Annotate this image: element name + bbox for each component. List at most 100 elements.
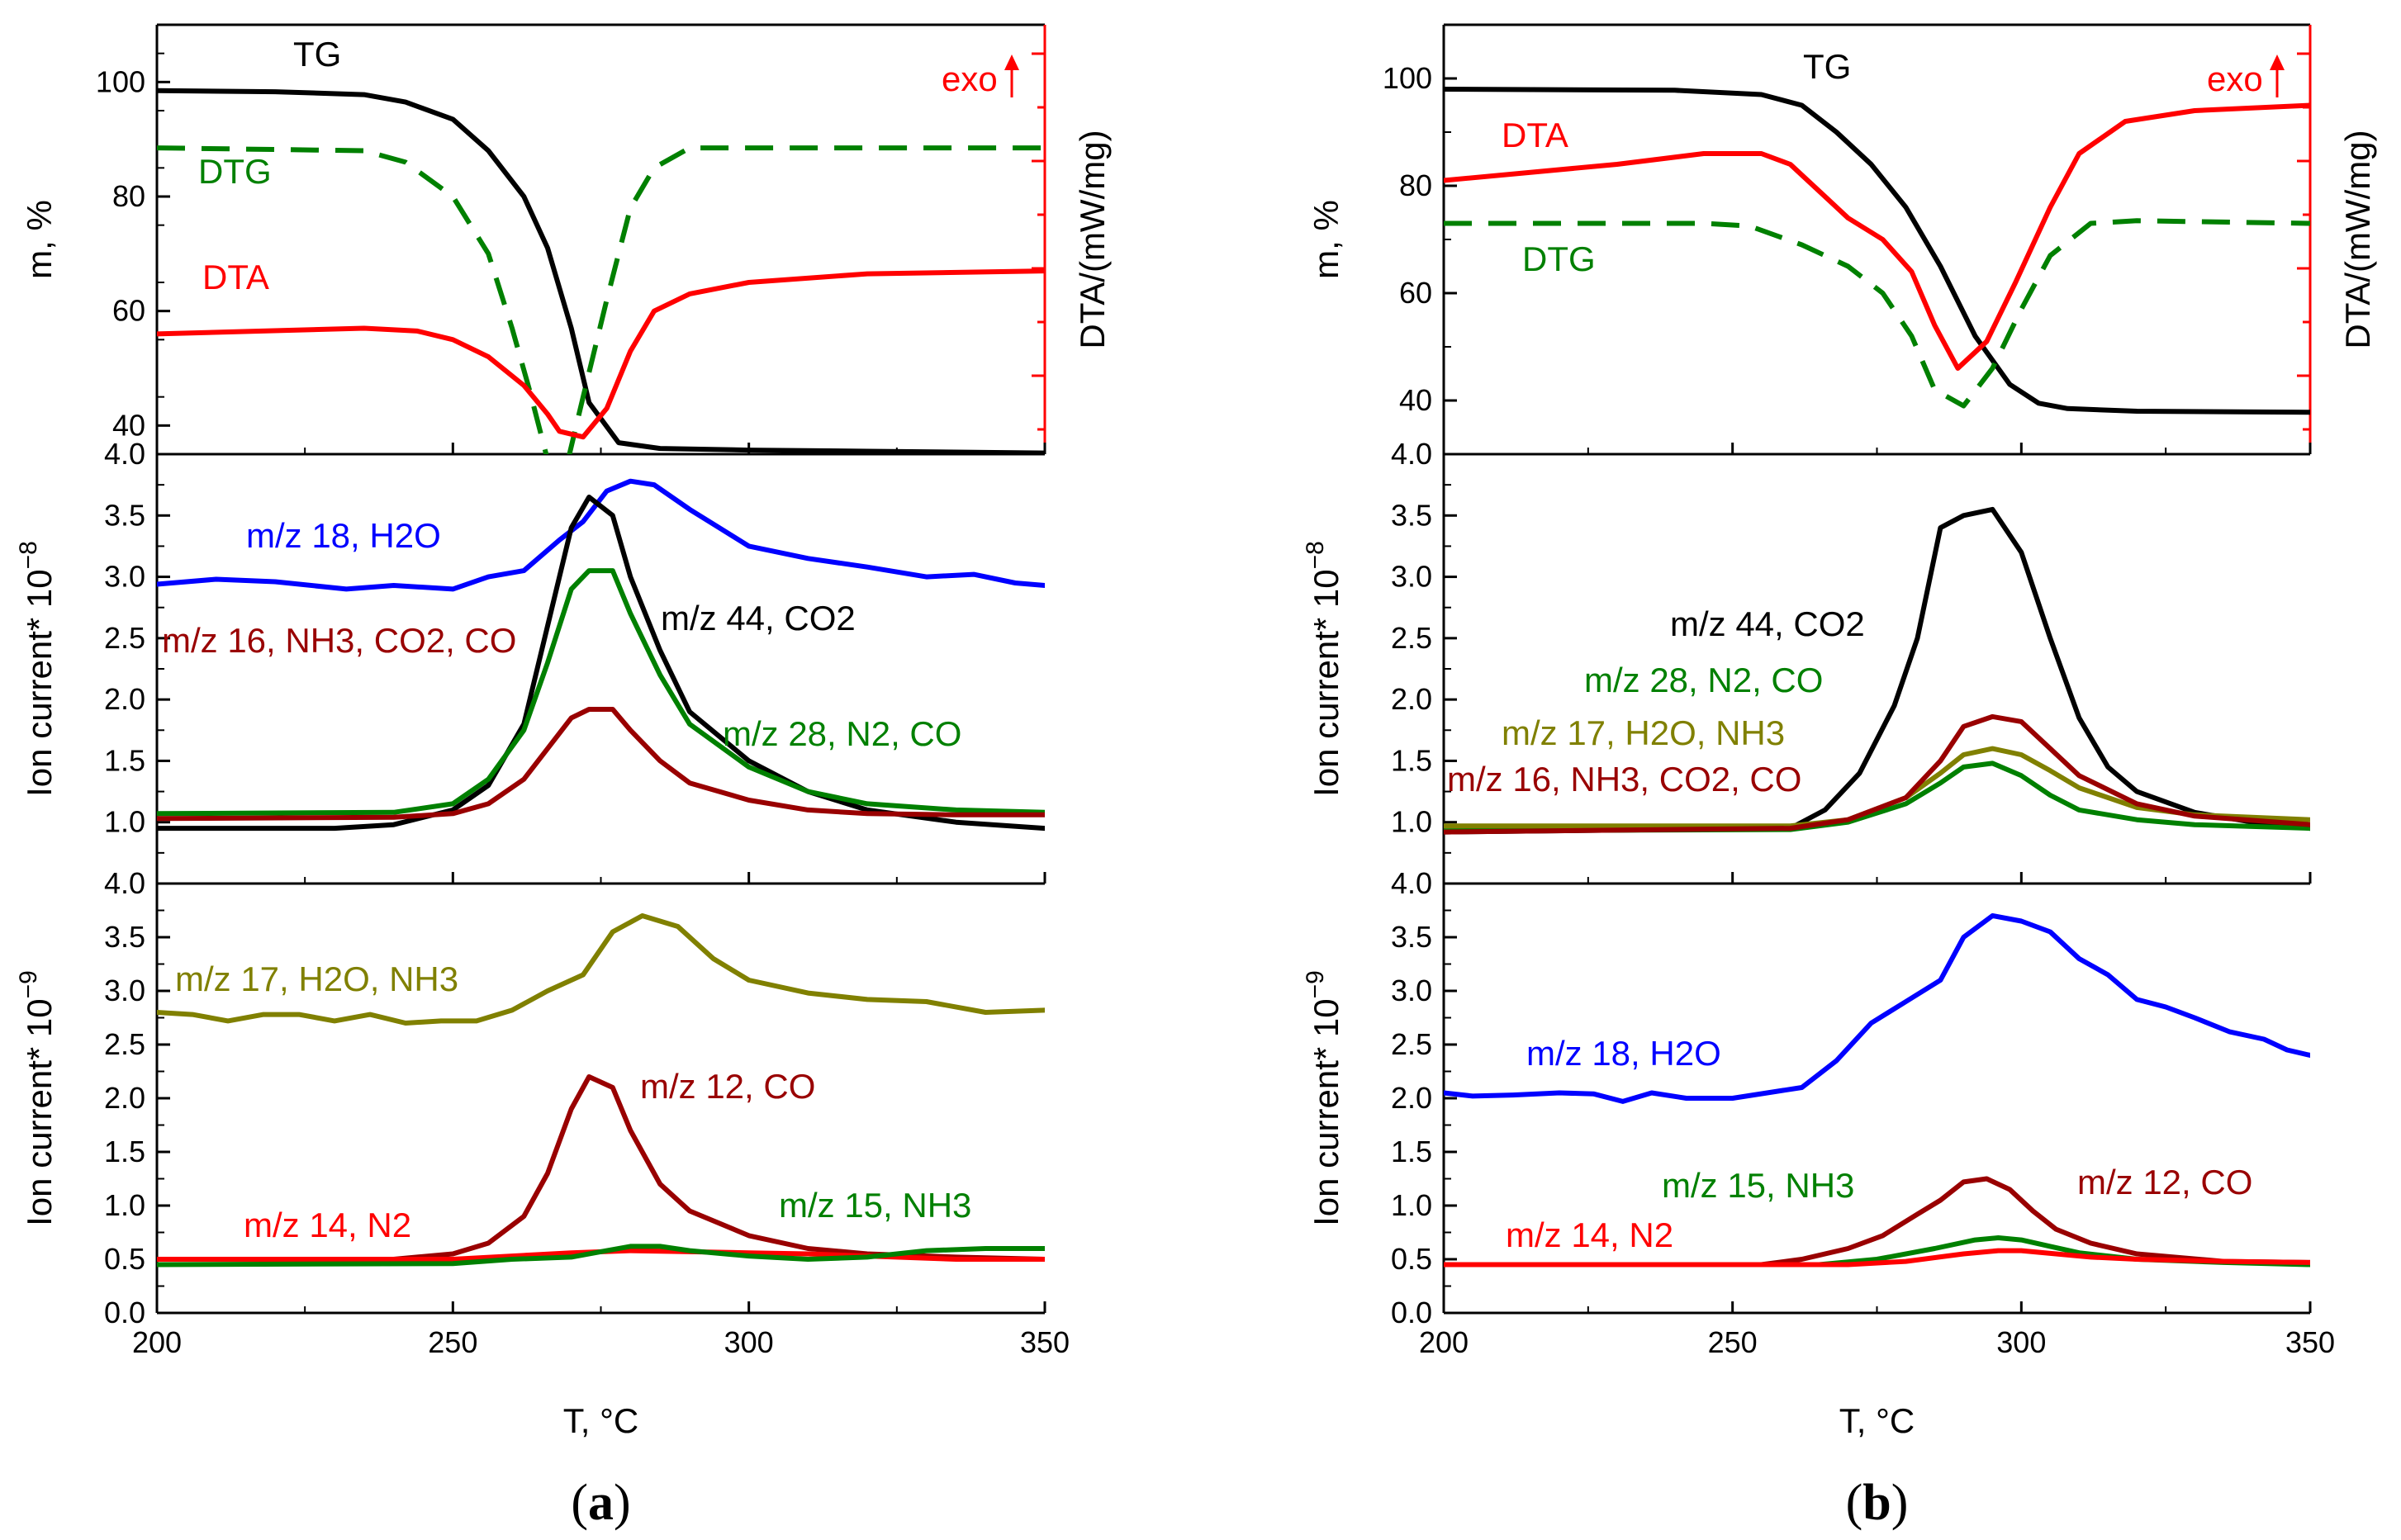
series-label-tg: TG bbox=[1803, 47, 1851, 86]
series-label-dtg: DTG bbox=[1522, 239, 1596, 278]
y-tick-label: 100 bbox=[1383, 61, 1432, 95]
y-axis-title: m, % bbox=[1307, 200, 1345, 279]
y-tick-label: 2.5 bbox=[104, 1027, 145, 1061]
y-tick-label: 0.0 bbox=[104, 1296, 145, 1329]
series-label-m-z-15-nh3: m/z 15, NH3 bbox=[1662, 1166, 1854, 1205]
series-line-dta bbox=[1444, 102, 2310, 371]
series-label-m-z-44-co2: m/z 44, CO2 bbox=[1670, 604, 1865, 643]
y-tick-label: 0.5 bbox=[1391, 1242, 1432, 1276]
y-tick-label: 1.0 bbox=[1391, 1188, 1432, 1222]
x-tick-label: 200 bbox=[132, 1325, 182, 1359]
panel-label-open: ( bbox=[1846, 1475, 1863, 1531]
subplot-tg: DTA/(mW/mg) exo 40 60 80 100 m, % TG DTA DTG bbox=[1307, 23, 2377, 456]
series-label-tg: TG bbox=[293, 35, 341, 73]
y-tick-label: 3.0 bbox=[1391, 974, 1432, 1007]
x-axis-title: T, °C bbox=[1839, 1401, 1915, 1440]
exo-arrow-head bbox=[1004, 54, 1019, 70]
y-tick-label: 0.5 bbox=[104, 1242, 145, 1276]
series-line-m-z-17-h2o-nh3 bbox=[157, 913, 1045, 1026]
y-axis-title: Ion current* 10−8 bbox=[1302, 541, 1345, 797]
x-tick-label: 350 bbox=[1020, 1325, 1070, 1359]
y-tick-label: 1.0 bbox=[104, 1188, 145, 1222]
series-line-m-z-12-co bbox=[157, 1074, 1045, 1262]
series-line-m-z-16-nh3-co2-co bbox=[157, 707, 1045, 822]
y-tick-label: 2.0 bbox=[104, 1081, 145, 1115]
y-tick-label: 2.5 bbox=[1391, 1027, 1432, 1061]
panel-label-close: ) bbox=[614, 1475, 631, 1531]
y-axis-title-text: Ion current* 10 bbox=[20, 569, 59, 797]
series-line-m-z-18-h2o bbox=[1444, 913, 2310, 1104]
y-tick-label: 40 bbox=[112, 408, 145, 442]
subplot-ms8: 1.0 1.5 2.0 2.5 3.0 3.5 4.0 Ion current* 10−8 m/… bbox=[15, 437, 1046, 885]
y-tick-label: 4.0 bbox=[1391, 437, 1432, 471]
panel-label: (a) bbox=[571, 1475, 630, 1531]
exo-annotation: exo bbox=[942, 59, 998, 98]
series-label-dta: DTA bbox=[202, 258, 269, 296]
series-line-m-z-44-co2 bbox=[1444, 506, 2310, 835]
y-tick-label: 80 bbox=[112, 179, 145, 213]
series-line-m-z-18-h2o bbox=[157, 478, 1045, 592]
y-tick-label: 80 bbox=[1399, 168, 1432, 202]
y-tick-label: 60 bbox=[112, 294, 145, 328]
y-axis-title-exponent: −9 bbox=[15, 970, 42, 998]
series-label-m-z-44-co2: m/z 44, CO2 bbox=[661, 599, 856, 637]
y-tick-label: 0.0 bbox=[1391, 1296, 1432, 1329]
y-tick-label: 2.5 bbox=[104, 621, 145, 655]
y-tick-label: 1.5 bbox=[104, 743, 145, 777]
panel-label-open: ( bbox=[571, 1475, 588, 1531]
series-label-m-z-12-co: m/z 12, CO bbox=[640, 1067, 815, 1106]
y-axis-title-text: Ion current* 10 bbox=[20, 998, 59, 1226]
panel-label: (b) bbox=[1846, 1475, 1909, 1531]
series-line-m-z-12-co bbox=[1444, 1176, 2310, 1268]
y-axis-title: Ion current* 10−9 bbox=[1302, 970, 1345, 1226]
series-line-m-z-16-nh3-co2-co bbox=[1444, 713, 2310, 835]
y-tick-label: 60 bbox=[1399, 276, 1432, 310]
subplot-ms9: 0.0 0.5 1.0 1.5 2.0 2.5 3.0 3.5 4.0 200 250 300 350 I… bbox=[1302, 866, 2335, 1359]
y-tick-label: 2.5 bbox=[1391, 621, 1432, 655]
y-tick-label: 3.0 bbox=[104, 560, 145, 594]
y-tick-label: 4.0 bbox=[104, 866, 145, 900]
x-axis-title: T, °C bbox=[563, 1401, 638, 1440]
y-tick-label: 1.0 bbox=[104, 805, 145, 839]
x-tick-label: 200 bbox=[1419, 1325, 1469, 1359]
y-axis-title: m, % bbox=[20, 200, 59, 279]
series-line-m-z-14-n2 bbox=[1444, 1248, 2310, 1268]
y-tick-label: 2.0 bbox=[1391, 1081, 1432, 1115]
y-tick-label: 1.5 bbox=[1391, 743, 1432, 777]
y-axis-title-text: m, % bbox=[1307, 200, 1345, 279]
y-axis-title-exponent: −8 bbox=[15, 541, 42, 569]
y-axis-title-text: m, % bbox=[20, 200, 59, 279]
x-tick-label: 300 bbox=[1996, 1325, 2046, 1359]
y-tick-label: 1.5 bbox=[104, 1135, 145, 1168]
x-tick-label: 250 bbox=[428, 1325, 477, 1359]
series-label-m-z-12-co: m/z 12, CO bbox=[2077, 1163, 2252, 1201]
exo-annotation: exo bbox=[2207, 59, 2263, 98]
series-label-m-z-17-h2o-nh3: m/z 17, H2O, NH3 bbox=[1502, 713, 1785, 752]
series-line-tg bbox=[157, 88, 1045, 454]
y-tick-label: 40 bbox=[1399, 383, 1432, 417]
y-axis-title-text: Ion current* 10 bbox=[1307, 998, 1345, 1226]
series-label-dta: DTA bbox=[1502, 116, 1568, 154]
y-tick-label: 3.5 bbox=[1391, 498, 1432, 532]
subplot-tg: DTA/(mW/mg) exo 40 60 80 100 m, % TG DTG DTA bbox=[20, 23, 1112, 456]
series-label-m-z-15-nh3: m/z 15, NH3 bbox=[779, 1186, 971, 1225]
panel-label-letter: b bbox=[1862, 1475, 1891, 1531]
series-label-m-z-17-h2o-nh3: m/z 17, H2O, NH3 bbox=[175, 960, 458, 998]
y-tick-label: 2.0 bbox=[104, 682, 145, 716]
series-label-m-z-16-nh3-co2-co: m/z 16, NH3, CO2, CO bbox=[162, 621, 516, 660]
y-axis-title-exponent: −9 bbox=[1302, 970, 1329, 998]
panel-label-close: ) bbox=[1891, 1475, 1909, 1531]
series-label-m-z-18-h2o: m/z 18, H2O bbox=[1526, 1034, 1721, 1073]
series-line-dtg bbox=[157, 145, 1045, 454]
y-axis-title: Ion current* 10−9 bbox=[15, 970, 59, 1226]
series-label-m-z-28-n2-co: m/z 28, N2, CO bbox=[1584, 661, 1823, 699]
y-tick-label: 4.0 bbox=[1391, 866, 1432, 900]
panel-label-letter: a bbox=[588, 1475, 614, 1531]
series-line-dtg bbox=[1444, 218, 2310, 409]
x-tick-label: 300 bbox=[724, 1325, 774, 1359]
y-tick-label: 4.0 bbox=[104, 437, 145, 471]
series-label-m-z-16-nh3-co2-co: m/z 16, NH3, CO2, CO bbox=[1447, 760, 1801, 798]
y-tick-label: 3.5 bbox=[1391, 920, 1432, 954]
y-tick-label: 3.5 bbox=[104, 498, 145, 532]
